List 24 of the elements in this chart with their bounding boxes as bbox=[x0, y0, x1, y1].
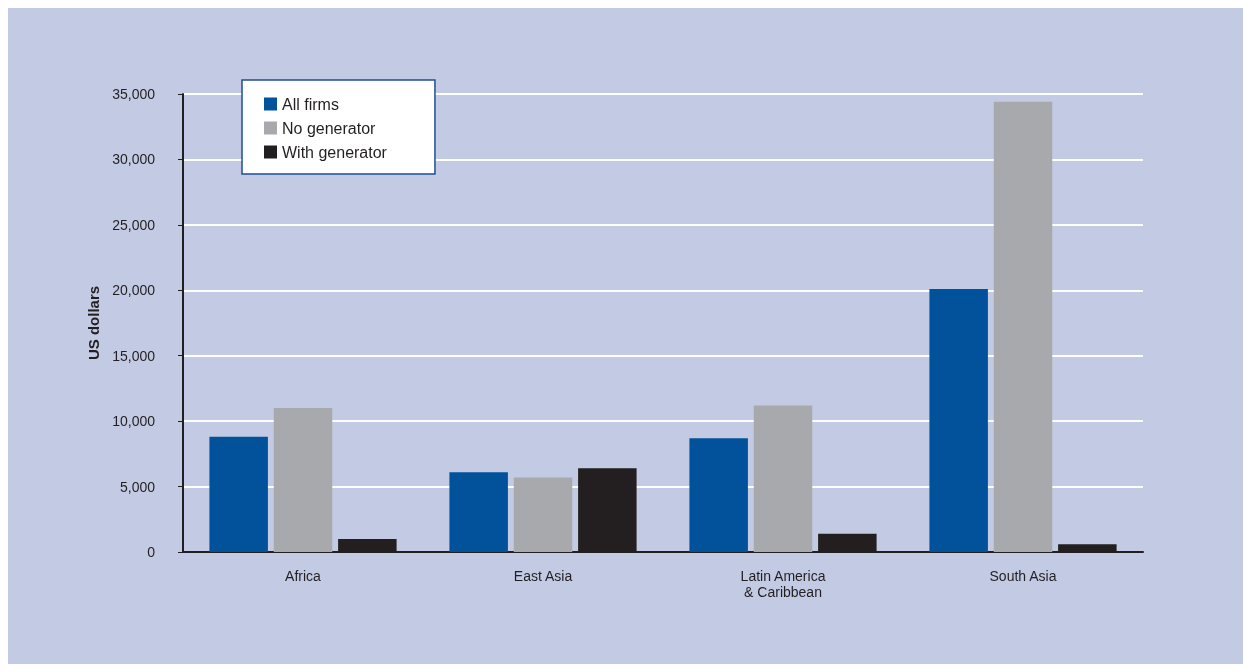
y-tick-label: 15,000 bbox=[112, 347, 156, 364]
bar bbox=[929, 288, 988, 552]
y-tick-label: 0 bbox=[147, 544, 156, 560]
bar bbox=[273, 408, 333, 552]
x-tick-label: Latin America & Caribbean bbox=[740, 568, 826, 600]
legend-label: No generator bbox=[282, 119, 377, 137]
y-axis-title: US dollars bbox=[85, 285, 103, 361]
bar bbox=[449, 472, 508, 552]
x-tick-label: South Asia bbox=[989, 568, 1057, 584]
y-tick-label: 35,000 bbox=[112, 86, 156, 102]
legend-label: With generator bbox=[282, 143, 388, 161]
bar bbox=[689, 438, 748, 552]
bar bbox=[753, 405, 813, 552]
y-tick-label: 20,000 bbox=[112, 282, 156, 299]
bar bbox=[993, 101, 1053, 552]
y-tick-label: 5,000 bbox=[119, 478, 156, 495]
y-tick-label: 10,000 bbox=[112, 413, 156, 430]
x-tick-label: East Asia bbox=[513, 568, 573, 584]
bar bbox=[513, 477, 573, 552]
y-tick-label: 25,000 bbox=[112, 216, 156, 233]
bar bbox=[209, 436, 268, 552]
x-tick-label: Africa bbox=[285, 568, 322, 584]
legend-label: All firms bbox=[282, 95, 339, 113]
y-tick-label: 30,000 bbox=[112, 151, 156, 168]
